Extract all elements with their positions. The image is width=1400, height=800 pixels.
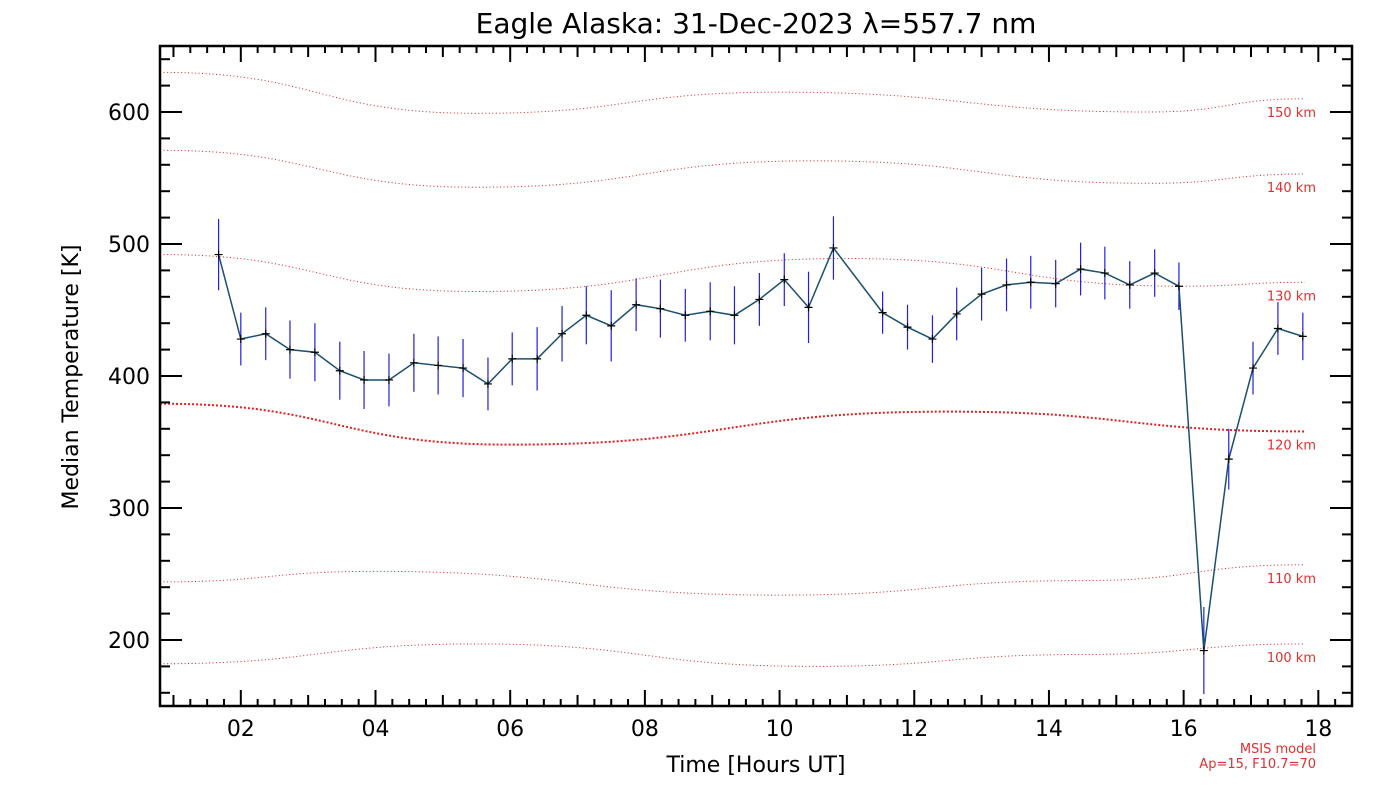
model-line-130km [159, 254, 1305, 293]
data-point [1125, 280, 1134, 289]
data-point [1298, 332, 1307, 341]
data-point [681, 311, 690, 320]
y-tick-label: 300 [108, 497, 150, 522]
series-line [217, 246, 1304, 651]
data-point [285, 345, 294, 354]
data-point [1051, 279, 1060, 288]
altitude-label-150km: 150 km [1267, 106, 1316, 121]
y-axis-label: Median Temperature [K] [59, 245, 84, 510]
data-point [384, 375, 393, 384]
data-point [903, 323, 912, 332]
data-point [261, 329, 270, 338]
y-tick-label: 600 [108, 101, 150, 126]
x-axis-label: Time [Hours UT] [666, 753, 846, 778]
x-tick-label: 12 [900, 717, 928, 742]
data-point [360, 375, 369, 384]
y-tick-label: 200 [108, 629, 150, 654]
msis-model-lines: 150 km 140 km 130 km 120 km 110 km 100 km [159, 71, 1316, 667]
axes: 02 04 06 08 10 12 14 16 18 200 300 400 500 600 [108, 44, 1354, 742]
data-point [1273, 324, 1282, 333]
x-tick-label: 02 [227, 717, 255, 742]
data-point [582, 311, 591, 320]
altitude-label-120km: 120 km [1267, 438, 1316, 453]
data-point [335, 366, 344, 375]
data-point [483, 379, 492, 388]
x-tick-label: 08 [631, 717, 659, 742]
data-point [434, 361, 443, 370]
data-point [1249, 364, 1257, 373]
model-note-line2: Ap=15, F10.7=70 [1199, 757, 1316, 772]
altitude-label-100km: 100 km [1267, 651, 1316, 666]
data-point [1026, 278, 1035, 287]
data-point [214, 250, 223, 259]
data-point [656, 304, 665, 313]
data-point [558, 329, 567, 338]
model-line-110km [159, 564, 1305, 596]
x-tick-label: 10 [766, 717, 794, 742]
model-note-line1: MSIS model [1240, 742, 1316, 757]
data-point [928, 335, 937, 344]
data-point [533, 354, 542, 363]
data-point [1199, 646, 1208, 655]
altitude-label-140km: 140 km [1267, 181, 1316, 196]
data-point [952, 309, 961, 318]
altitude-label-110km: 110 km [1267, 572, 1316, 587]
y-tick-label: 400 [108, 365, 150, 390]
data-point [1076, 265, 1085, 274]
x-tick-label: 04 [362, 717, 390, 742]
model-line-120km [159, 402, 1305, 446]
data-point [409, 358, 418, 367]
x-tick-label: 14 [1035, 717, 1063, 742]
data-point [632, 300, 641, 309]
data-point [1100, 269, 1109, 278]
data-point [755, 295, 764, 304]
data-point [1150, 269, 1159, 278]
x-tick-label: 18 [1304, 717, 1332, 742]
altitude-label-130km: 130 km [1267, 289, 1316, 304]
data-point [977, 290, 986, 299]
data-point [508, 354, 517, 363]
data-point [1224, 455, 1233, 464]
data-point [780, 275, 789, 284]
data-point [459, 364, 468, 373]
data-point [804, 303, 813, 312]
data-point [730, 311, 739, 320]
data-point [829, 243, 838, 252]
data-point [1002, 280, 1011, 289]
chart-title: Eagle Alaska: 31-Dec-2023 λ=557.7 nm [476, 7, 1037, 40]
y-tick-label: 500 [108, 233, 150, 258]
model-line-140km [159, 149, 1305, 188]
data-point [236, 335, 245, 344]
data-point [878, 308, 887, 317]
x-tick-label: 16 [1170, 717, 1198, 742]
data-point [607, 321, 616, 330]
data-point [1174, 282, 1183, 291]
data-series [214, 216, 1307, 695]
data-point [310, 348, 319, 357]
plot-frame [158, 44, 1354, 708]
model-line-100km [159, 643, 1305, 667]
x-tick-label: 06 [496, 717, 524, 742]
model-line-150km [159, 71, 1305, 114]
data-point [706, 307, 715, 316]
